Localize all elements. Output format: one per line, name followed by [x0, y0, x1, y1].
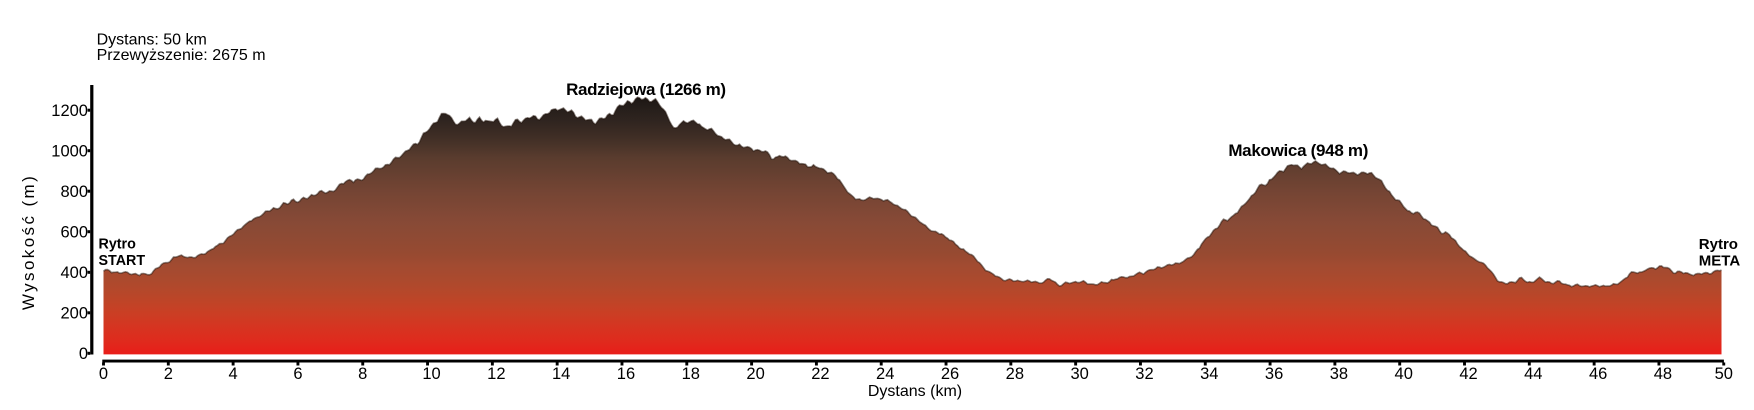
svg-text:4: 4 [229, 365, 238, 383]
svg-text:Radziejowa (1266 m): Radziejowa (1266 m) [566, 80, 726, 99]
svg-text:20: 20 [746, 365, 764, 383]
svg-text:META: META [1699, 253, 1741, 270]
svg-text:200: 200 [60, 305, 88, 323]
svg-text:30: 30 [1070, 365, 1088, 383]
svg-text:24: 24 [876, 365, 894, 383]
svg-text:40: 40 [1395, 365, 1413, 383]
svg-text:1200: 1200 [51, 102, 88, 120]
svg-text:46: 46 [1589, 365, 1607, 383]
svg-text:12: 12 [487, 365, 505, 383]
svg-text:36: 36 [1265, 365, 1283, 383]
svg-text:Rytro: Rytro [99, 237, 137, 253]
svg-text:8: 8 [358, 365, 367, 383]
svg-text:2: 2 [164, 365, 173, 383]
svg-text:42: 42 [1459, 365, 1477, 383]
svg-text:START: START [99, 253, 146, 269]
svg-text:600: 600 [60, 224, 88, 242]
svg-text:18: 18 [682, 365, 700, 383]
svg-text:400: 400 [60, 264, 88, 282]
svg-text:50: 50 [1715, 365, 1733, 383]
svg-text:34: 34 [1200, 365, 1218, 383]
svg-text:38: 38 [1330, 365, 1348, 383]
svg-text:Rytro: Rytro [1699, 236, 1738, 253]
svg-text:22: 22 [811, 365, 829, 383]
svg-text:Makowica (948 m): Makowica (948 m) [1228, 141, 1368, 160]
svg-text:28: 28 [1006, 365, 1024, 383]
svg-text:44: 44 [1524, 365, 1542, 383]
svg-text:14: 14 [552, 365, 570, 383]
svg-text:26: 26 [941, 365, 959, 383]
svg-text:Dystans: 50 km: Dystans: 50 km [97, 32, 207, 49]
svg-text:6: 6 [293, 365, 302, 383]
svg-text:Przewyższenie: 2675 m: Przewyższenie: 2675 m [97, 47, 266, 64]
svg-text:800: 800 [60, 183, 88, 201]
svg-text:0: 0 [79, 345, 88, 363]
svg-text:Dystans (km): Dystans (km) [868, 383, 962, 400]
svg-text:48: 48 [1654, 365, 1672, 383]
svg-text:16: 16 [617, 365, 635, 383]
svg-text:Wysokość (m): Wysokość (m) [19, 174, 38, 310]
svg-text:10: 10 [422, 365, 440, 383]
svg-text:0: 0 [99, 365, 108, 383]
svg-text:32: 32 [1135, 365, 1153, 383]
svg-text:1000: 1000 [51, 143, 88, 161]
